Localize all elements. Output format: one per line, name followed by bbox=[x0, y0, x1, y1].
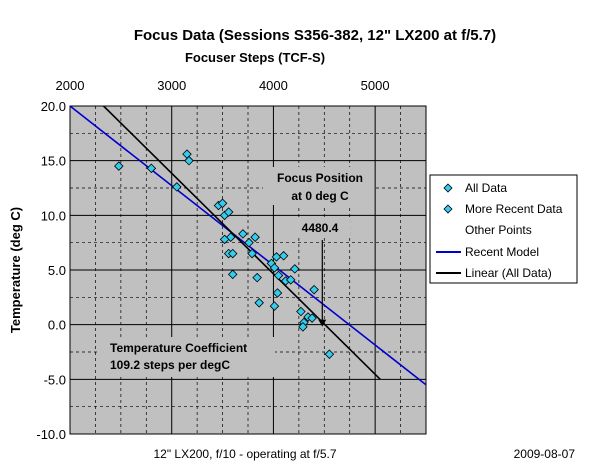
y-ticks: 20.0 15.0 10.0 5.0 0.0 -5.0 -10.0 bbox=[36, 99, 66, 442]
y-tick-label: 20.0 bbox=[41, 99, 66, 114]
data-point bbox=[272, 288, 283, 298]
data-point bbox=[290, 264, 300, 274]
data-point bbox=[247, 248, 257, 259]
data-points bbox=[114, 149, 335, 359]
x-tick-label: 2000 bbox=[56, 78, 85, 93]
x-tick-label: 4000 bbox=[259, 78, 288, 93]
data-point bbox=[146, 163, 157, 174]
focus-note-bg bbox=[263, 167, 373, 205]
legend-marker-all-data bbox=[443, 183, 453, 193]
data-point bbox=[252, 272, 262, 283]
data-point bbox=[296, 306, 306, 317]
linear-fit-line bbox=[103, 106, 381, 380]
data-point bbox=[269, 301, 280, 311]
data-point bbox=[184, 155, 194, 166]
data-point bbox=[285, 275, 296, 285]
data-point bbox=[273, 270, 284, 281]
focus-position-value: 4480.4 bbox=[302, 221, 339, 235]
legend-marker-recent-data bbox=[443, 204, 453, 214]
data-point bbox=[219, 234, 230, 245]
data-point bbox=[223, 207, 234, 217]
data-point bbox=[298, 322, 308, 332]
tempcoef-note-bg bbox=[100, 337, 275, 377]
temp-coefficient-label: Temperature Coefficient bbox=[110, 341, 247, 355]
data-point bbox=[238, 229, 248, 239]
data-point bbox=[227, 248, 238, 259]
data-point bbox=[217, 198, 228, 209]
data-point bbox=[244, 237, 254, 248]
y-tick-label: 0.0 bbox=[48, 318, 66, 333]
x-tick-label: 3000 bbox=[157, 78, 186, 93]
x-tick-label: 5000 bbox=[361, 78, 390, 93]
data-point bbox=[278, 251, 289, 261]
legend-label-recent-model: Recent Model bbox=[465, 245, 539, 259]
legend-label-recent-data: More Recent Data bbox=[465, 202, 563, 216]
data-point bbox=[227, 269, 238, 280]
legend-label-linear: Linear (All Data) bbox=[465, 266, 552, 280]
focus-marker-layer bbox=[318, 240, 327, 327]
focus-position-label: Focus Position bbox=[277, 171, 363, 185]
y-axis-title: Temperature (deg C) bbox=[8, 207, 23, 333]
focus-marker-arrow bbox=[318, 319, 327, 327]
chart-title: Focus Data (Sessions S356-382, 12" LX200… bbox=[134, 27, 496, 44]
data-point bbox=[307, 313, 317, 323]
y-tick-label: 15.0 bbox=[41, 154, 66, 169]
data-point bbox=[250, 232, 260, 242]
data-point bbox=[324, 349, 335, 359]
legend-label-other-points: Other Points bbox=[465, 223, 532, 237]
x-ticks: 2000 3000 4000 5000 bbox=[56, 78, 390, 93]
grid bbox=[70, 106, 426, 434]
data-point bbox=[254, 298, 264, 308]
data-point bbox=[114, 161, 124, 171]
temp-coefficient-value: 109.2 steps per degC bbox=[110, 358, 230, 372]
legend: All Data More Recent Data Other Points R… bbox=[429, 174, 578, 284]
footer-telescope: 12" LX200, f/10 - operating at f/5.7 bbox=[153, 447, 336, 461]
y-tick-label: 5.0 bbox=[48, 263, 66, 278]
data-point bbox=[309, 284, 319, 295]
legend-label-all-data: All Data bbox=[465, 181, 507, 195]
legend-box bbox=[429, 174, 578, 284]
y-tick-label: -5.0 bbox=[44, 372, 66, 387]
y-tick-label: 10.0 bbox=[41, 208, 66, 223]
focus-position-sublabel: at 0 deg C bbox=[291, 189, 349, 203]
focus-value-bg bbox=[290, 218, 350, 236]
footer-date: 2009-08-07 bbox=[514, 447, 576, 461]
y-tick-label: -10.0 bbox=[36, 427, 66, 442]
data-point bbox=[172, 182, 182, 192]
top-axis-title: Focuser Steps (TCF-S) bbox=[185, 50, 325, 65]
data-point bbox=[269, 263, 280, 273]
